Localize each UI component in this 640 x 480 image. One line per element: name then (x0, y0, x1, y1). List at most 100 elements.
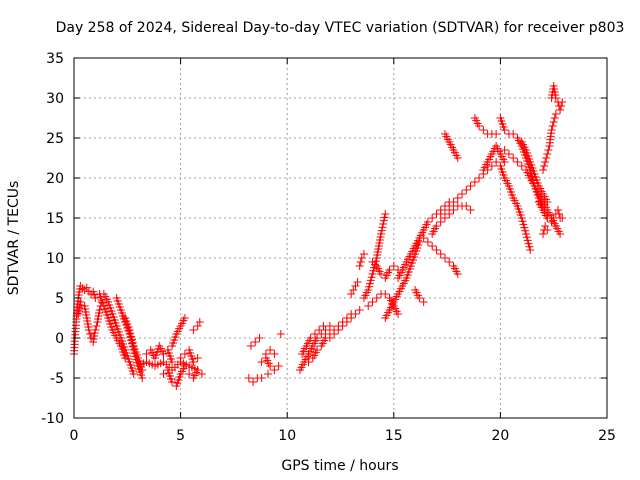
y-tick-label: 35 (46, 51, 64, 67)
data-point (274, 362, 283, 370)
data-point (556, 230, 565, 238)
data-point (475, 122, 484, 130)
data-point (91, 294, 100, 302)
x-axis-title: GPS time / hours (281, 458, 398, 474)
data-point (315, 326, 324, 334)
series-arc-12 (176, 346, 202, 366)
data-point (193, 322, 202, 330)
data-point (377, 230, 386, 238)
data-point (353, 278, 362, 286)
data-point (519, 220, 528, 229)
series-arc-45 (547, 82, 567, 114)
y-axis-title: SDTVAR / TECUs (6, 181, 22, 296)
data-point (185, 370, 194, 378)
data-point (180, 314, 189, 322)
data-point (176, 354, 185, 362)
data-point (378, 223, 387, 232)
series-arc-20 (276, 330, 285, 338)
data-point (492, 130, 501, 138)
data-point (428, 214, 437, 222)
data-point (521, 230, 530, 238)
data-point (92, 322, 101, 330)
data-points-layer (70, 82, 567, 390)
data-point (394, 310, 403, 318)
data-point (419, 234, 428, 242)
data-point (449, 206, 458, 214)
data-point (524, 239, 533, 248)
y-tick-label: 20 (46, 171, 64, 187)
data-point (82, 283, 91, 292)
series-arc-21 (295, 322, 334, 374)
series-arc-14 (185, 366, 206, 382)
data-point (377, 226, 386, 235)
data-point (355, 262, 364, 270)
data-point (521, 226, 530, 235)
data-point (76, 298, 85, 306)
data-point (553, 206, 562, 214)
data-point (500, 146, 509, 154)
data-point (445, 258, 454, 266)
data-point (551, 222, 560, 230)
data-point (462, 202, 471, 210)
data-point (368, 270, 377, 278)
data-point (558, 214, 567, 222)
data-point (379, 220, 388, 228)
series-arc-37 (470, 114, 501, 138)
data-point (168, 378, 177, 386)
series-arc-36 (440, 130, 462, 162)
series-arc-04 (95, 290, 130, 362)
data-point (475, 174, 484, 182)
data-point (543, 226, 552, 234)
data-point (432, 222, 441, 230)
data-point (125, 326, 134, 334)
data-point (334, 326, 343, 334)
data-point (541, 222, 550, 230)
series-arc-18 (261, 346, 279, 358)
data-point (365, 282, 374, 291)
data-point (544, 146, 553, 154)
series-arc-29 (368, 258, 403, 282)
data-point (466, 206, 475, 214)
chart-title: Day 258 of 2024, Sidereal Day-to-day VTE… (56, 20, 625, 36)
data-point (270, 366, 279, 374)
data-point (264, 370, 273, 378)
data-point (304, 358, 313, 366)
data-point (270, 350, 279, 358)
series-arc-43 (534, 198, 560, 230)
data-point (351, 282, 360, 290)
data-point (95, 306, 104, 314)
ticks-layer (73, 57, 608, 419)
series-arc-33 (419, 234, 462, 278)
data-point (85, 330, 94, 338)
data-point (453, 194, 462, 202)
data-point (159, 370, 168, 378)
data-point (364, 286, 373, 294)
data-point (195, 318, 204, 326)
data-point (432, 246, 441, 254)
data-point (470, 178, 479, 186)
data-point (543, 150, 552, 158)
y-tick-label: 30 (46, 91, 64, 107)
data-point (543, 198, 552, 206)
data-point (347, 290, 356, 298)
series-arc-24 (325, 306, 364, 342)
y-tick-label: 25 (46, 131, 64, 147)
data-point (526, 246, 535, 254)
data-point (436, 218, 445, 226)
data-point (547, 126, 556, 134)
data-point (257, 374, 266, 382)
data-point (445, 210, 454, 218)
data-point (385, 266, 394, 274)
data-point (440, 214, 449, 222)
data-point (355, 306, 364, 314)
series-arc-16 (246, 334, 264, 350)
data-point (557, 102, 566, 110)
data-point (381, 210, 390, 218)
data-point (193, 354, 202, 362)
data-point (500, 158, 509, 166)
data-point (325, 334, 334, 342)
data-point (349, 286, 358, 294)
data-point (541, 158, 550, 166)
data-point (365, 279, 374, 288)
x-tick-label: 20 (491, 428, 509, 444)
